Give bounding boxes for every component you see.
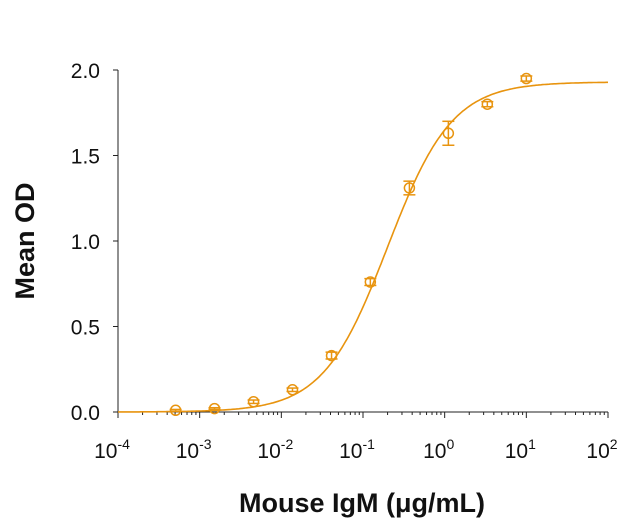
point-marker: [520, 72, 533, 85]
y-tick-label: 0.0: [71, 402, 100, 425]
point-marker: [403, 182, 416, 194]
axes: [113, 69, 609, 418]
x-tick-label: 10-3: [176, 436, 212, 463]
data-point: [364, 276, 377, 288]
point-marker: [247, 395, 260, 408]
y-tick-label: 1.0: [71, 231, 100, 254]
y-axis-label: Mean OD: [10, 182, 40, 299]
data-point: [247, 395, 260, 408]
data-point: [286, 384, 299, 396]
y-tick-label: 0.5: [71, 317, 100, 340]
data-point: [520, 72, 533, 85]
y-tick-label: 1.5: [71, 146, 100, 169]
tick-labels: 0.0 0.5 1.0 1.5 2.0 10-4 10-3 10-2 10-1 100 101 102: [71, 60, 618, 463]
data-point: [208, 402, 221, 415]
data-point: [403, 180, 416, 196]
point-marker: [169, 404, 182, 417]
x-tick-label: 10-2: [257, 436, 293, 463]
point-marker: [208, 402, 221, 415]
point-marker: [442, 127, 455, 140]
data-point: [325, 349, 338, 362]
x-axis-label: Mouse IgM (μg/mL): [239, 488, 485, 518]
x-tick-label: 102: [586, 436, 617, 463]
data-point: [169, 404, 182, 417]
point-marker: [325, 349, 338, 362]
x-tick-label: 10-4: [94, 436, 130, 463]
fit-curve: [118, 81, 608, 413]
x-tick-label: 100: [423, 436, 454, 463]
data-point: [481, 98, 494, 110]
data-points: [169, 72, 533, 417]
point-marker: [364, 276, 377, 288]
point-marker: [286, 384, 299, 396]
y-tick-label: 2.0: [71, 60, 100, 83]
x-tick-label: 101: [505, 436, 536, 463]
point-marker: [481, 98, 494, 110]
data-point: [442, 120, 455, 146]
x-tick-label: 10-1: [339, 436, 375, 463]
